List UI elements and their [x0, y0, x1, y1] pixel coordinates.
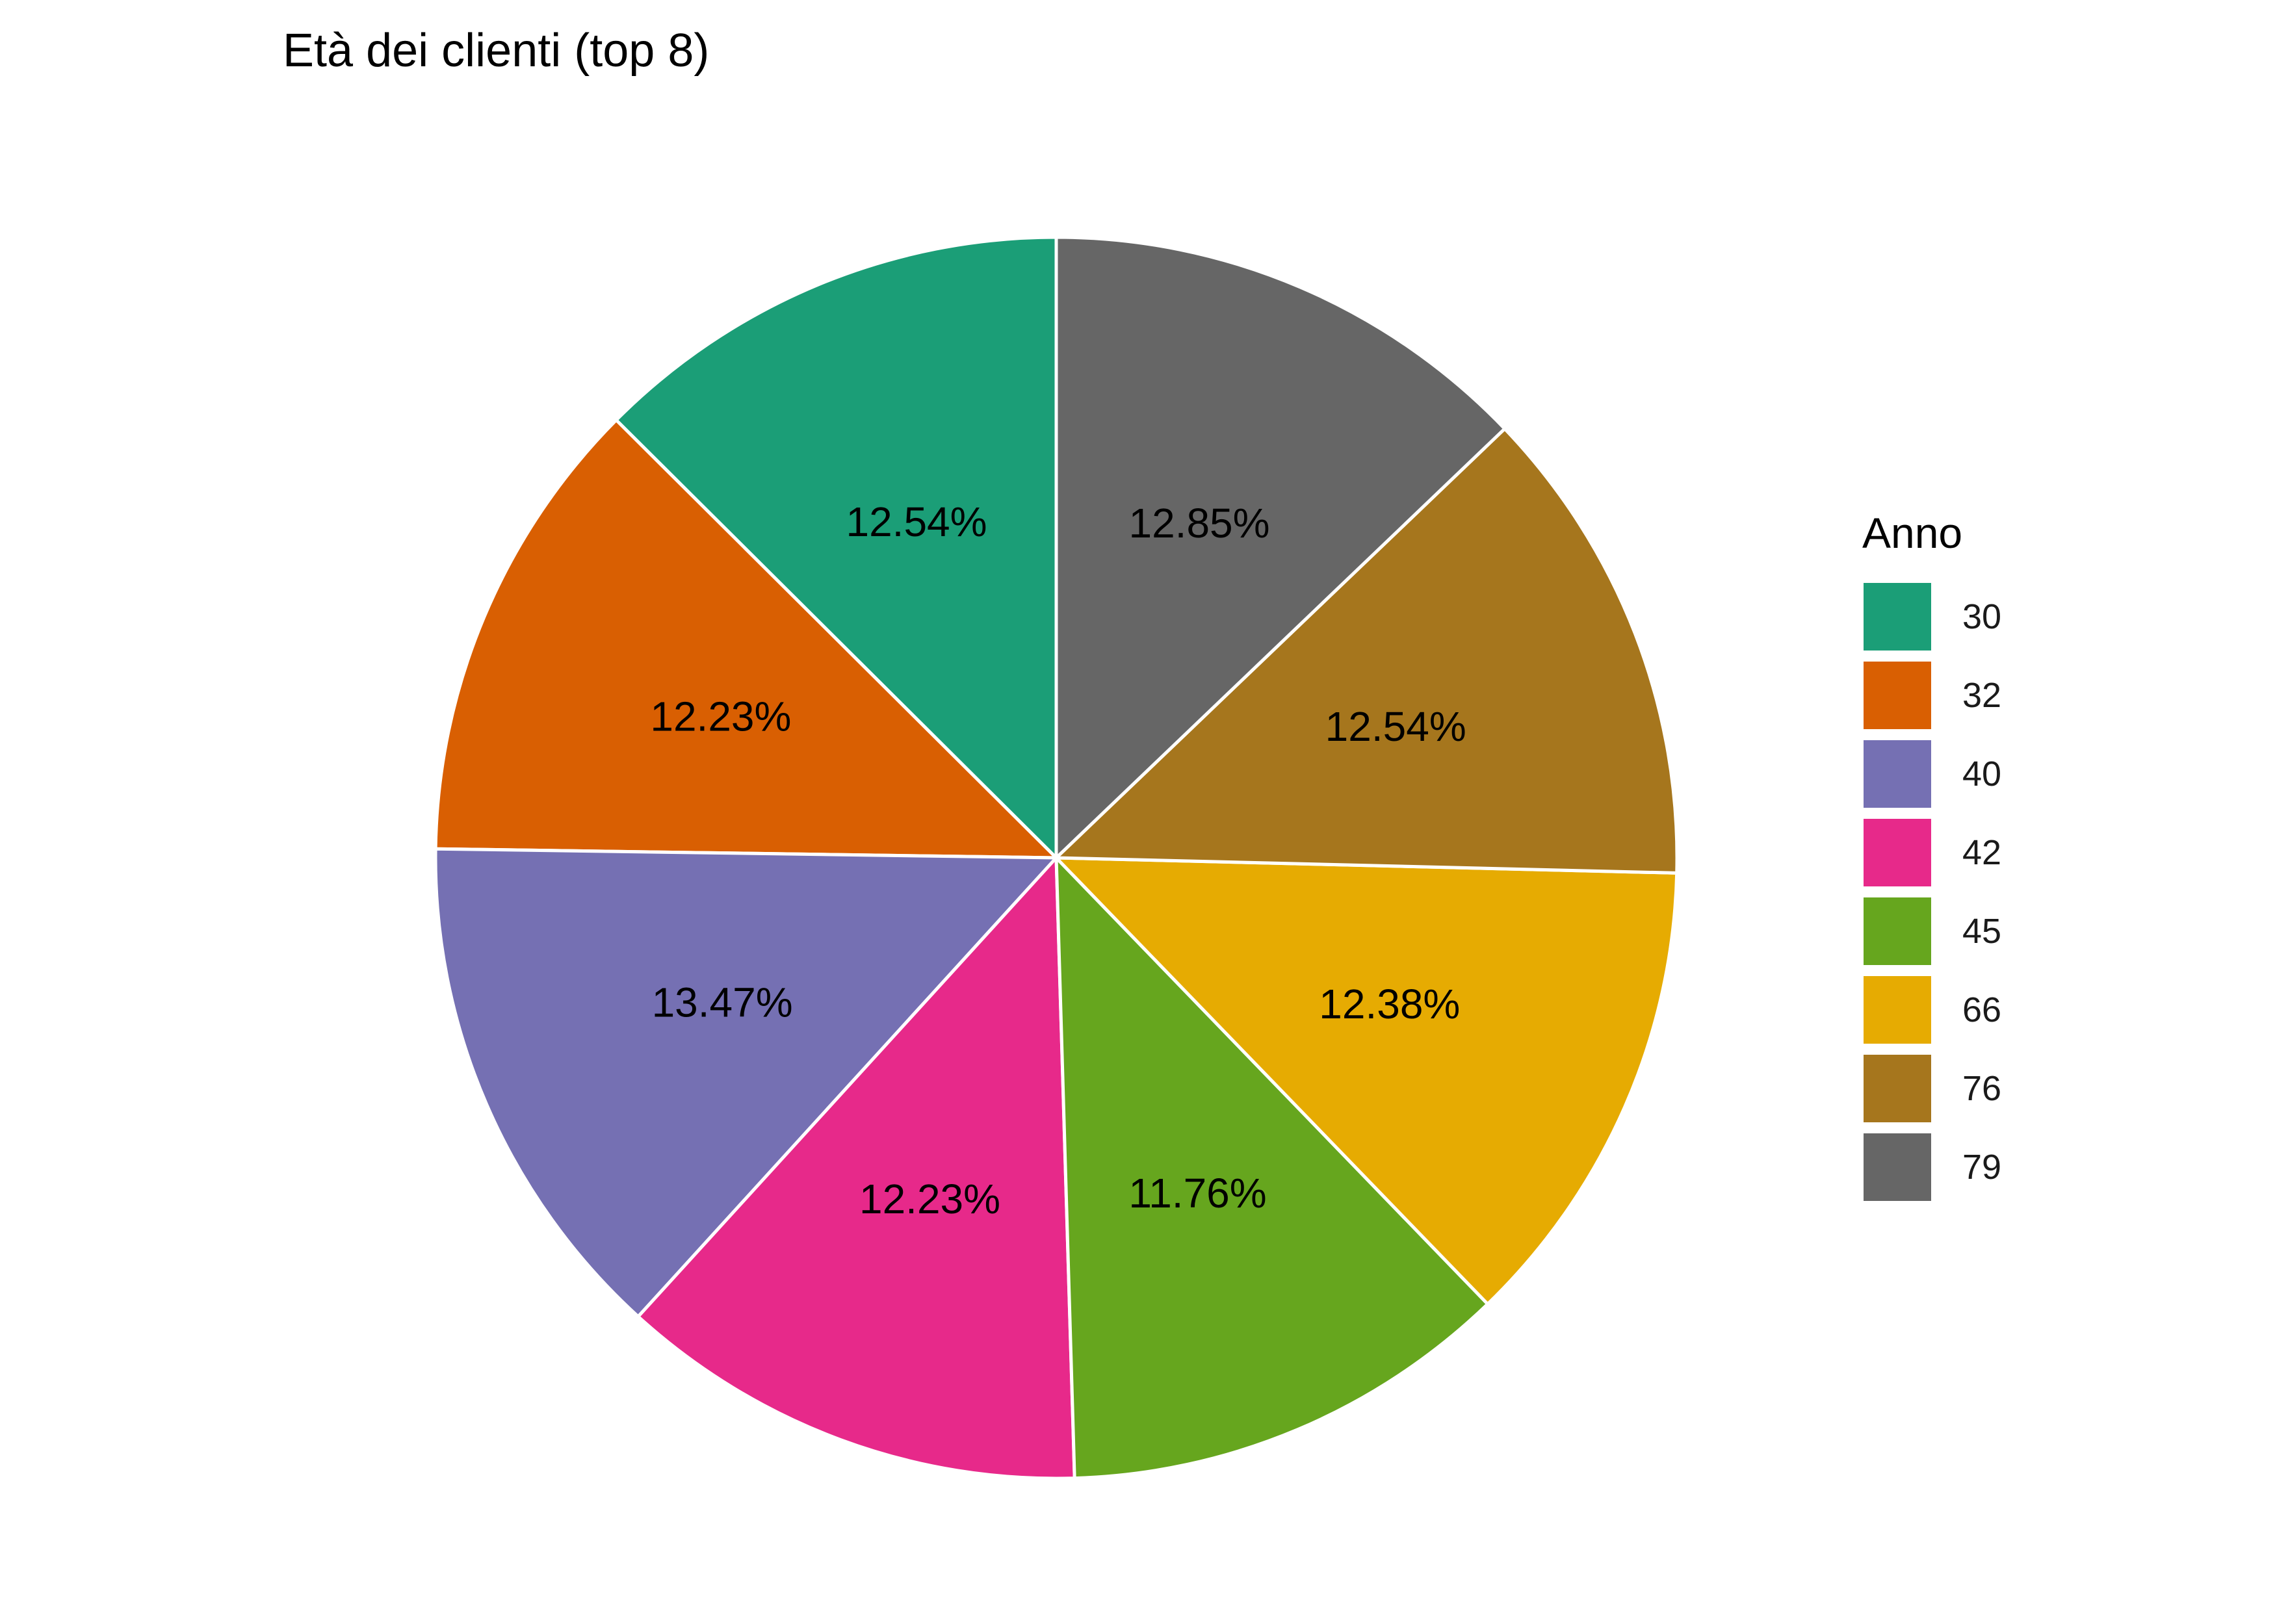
legend-label-76: 76 [1962, 1069, 2001, 1108]
pie-slice-42 [636, 856, 1076, 1480]
slice-value-label-42: 12.23% [859, 1176, 1000, 1222]
pie-slice-45 [1054, 856, 1490, 1480]
legend-title: Anno [1862, 509, 1962, 557]
legend-swatch-40 [1864, 740, 1931, 808]
pie-slice-40 [434, 847, 1058, 1319]
legend-label-30: 30 [1962, 597, 2001, 636]
legend-swatch-42 [1864, 819, 1931, 886]
legend-swatch-76 [1864, 1055, 1931, 1122]
slice-value-label-30: 12.54% [846, 498, 987, 545]
legend-swatch-30 [1864, 583, 1931, 651]
pie-slice-79 [1054, 235, 1507, 860]
legend-label-45: 45 [1962, 912, 2001, 951]
legend-label-66: 66 [1962, 990, 2001, 1029]
pie-slice-labels: 12.54% 12.23% 13.47% 12.23% 11.76% 12.38% 12.5… [650, 498, 1466, 1222]
legend-label-40: 40 [1962, 754, 2001, 793]
legend: Anno 30 32 40 42 45 66 76 79 [1862, 509, 2001, 1201]
pie-slices [434, 235, 1679, 1480]
slice-value-label-40: 13.47% [652, 979, 793, 1026]
slice-value-label-76: 12.54% [1325, 703, 1466, 750]
pie-slice-32 [434, 418, 1058, 860]
legend-swatch-45 [1864, 897, 1931, 965]
legend-label-79: 79 [1962, 1148, 2001, 1187]
slice-value-label-45: 11.76% [1128, 1170, 1266, 1217]
legend-label-32: 32 [1962, 676, 2001, 715]
pie-slice-76 [1054, 427, 1679, 875]
chart-title: Età dei clienti (top 8) [283, 25, 709, 77]
slice-value-label-66: 12.38% [1319, 981, 1460, 1027]
slice-value-label-32: 12.23% [650, 693, 791, 740]
legend-label-42: 42 [1962, 833, 2001, 872]
pie-slice-66 [1054, 856, 1679, 1306]
legend-swatch-32 [1864, 662, 1931, 729]
legend-swatch-79 [1864, 1133, 1931, 1201]
legend-swatch-66 [1864, 976, 1931, 1044]
slice-value-label-79: 12.85% [1128, 500, 1269, 547]
pie-slice-30 [614, 235, 1058, 860]
